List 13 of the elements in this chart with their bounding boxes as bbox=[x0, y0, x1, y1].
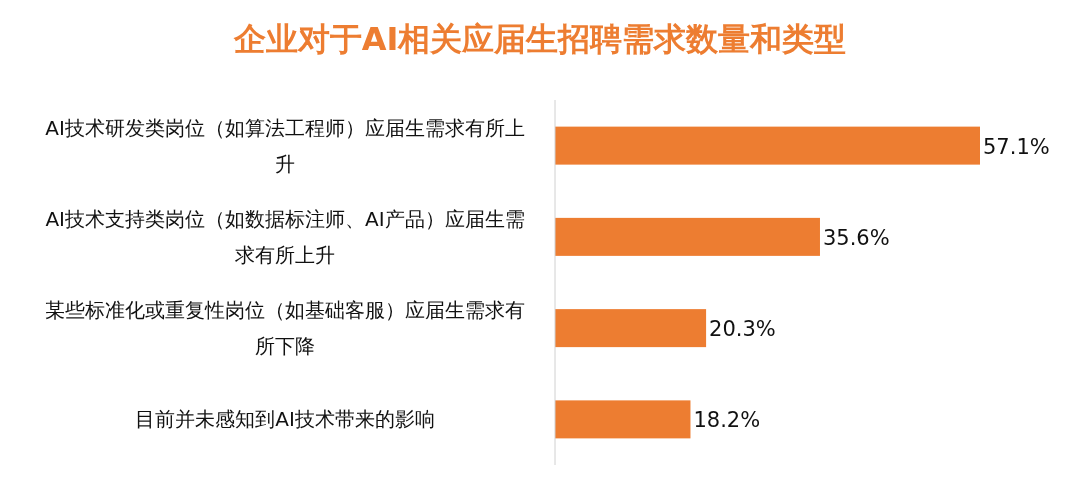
y-tick-label: 目前并未感知到AI技术带来的影响 bbox=[134, 406, 436, 434]
y-tick-label: AI技术支持类岗位（如数据标注师、AI产品）应届生需求有所上升 bbox=[44, 205, 526, 269]
chart-title: 企业对于AI相关应届生招聘需求数量和类型 bbox=[232, 19, 848, 60]
data-label: 35.6% bbox=[822, 225, 890, 250]
data-label: 57.1% bbox=[983, 134, 1050, 159]
data-label: 20.3% bbox=[709, 317, 776, 342]
bar bbox=[555, 217, 820, 256]
y-tick-label: AI技术研发类岗位（如算法工程师）应届生需求有所上升 bbox=[44, 114, 526, 178]
data-label: 18.2% bbox=[693, 408, 761, 433]
y-tick-label: 某些标准化或重复性岗位（如基础客服）应届生需求有所下降 bbox=[44, 297, 526, 361]
bar bbox=[555, 126, 980, 165]
bar bbox=[555, 309, 707, 348]
bar bbox=[555, 400, 691, 439]
